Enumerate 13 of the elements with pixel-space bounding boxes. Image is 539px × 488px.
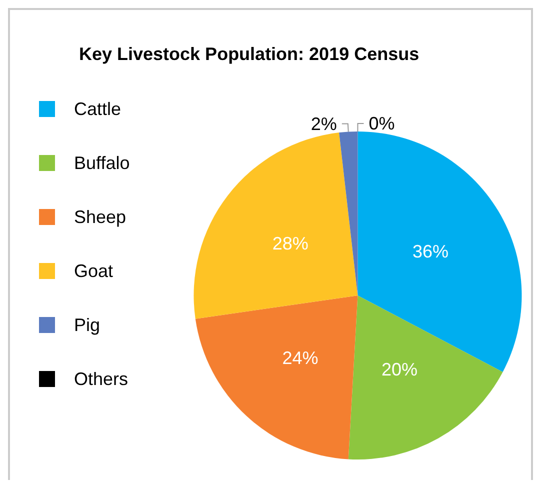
chart-title: Key Livestock Population: 2019 Census [79,44,420,64]
text: 0% [368,113,395,134]
legend-label: Others [74,369,128,389]
legend-label: Goat [74,261,114,281]
data-label: 20% [382,359,418,380]
data-label: 28% [272,234,308,254]
data-label: 36% [412,242,449,262]
legend-label: Cattle [74,99,122,119]
legend-label: Sheep [74,207,126,227]
legend-label: Buffalo [74,153,130,173]
data-label: 2% [310,114,337,134]
legend-label: Pig [74,315,100,335]
data-label: 24% [282,348,318,368]
